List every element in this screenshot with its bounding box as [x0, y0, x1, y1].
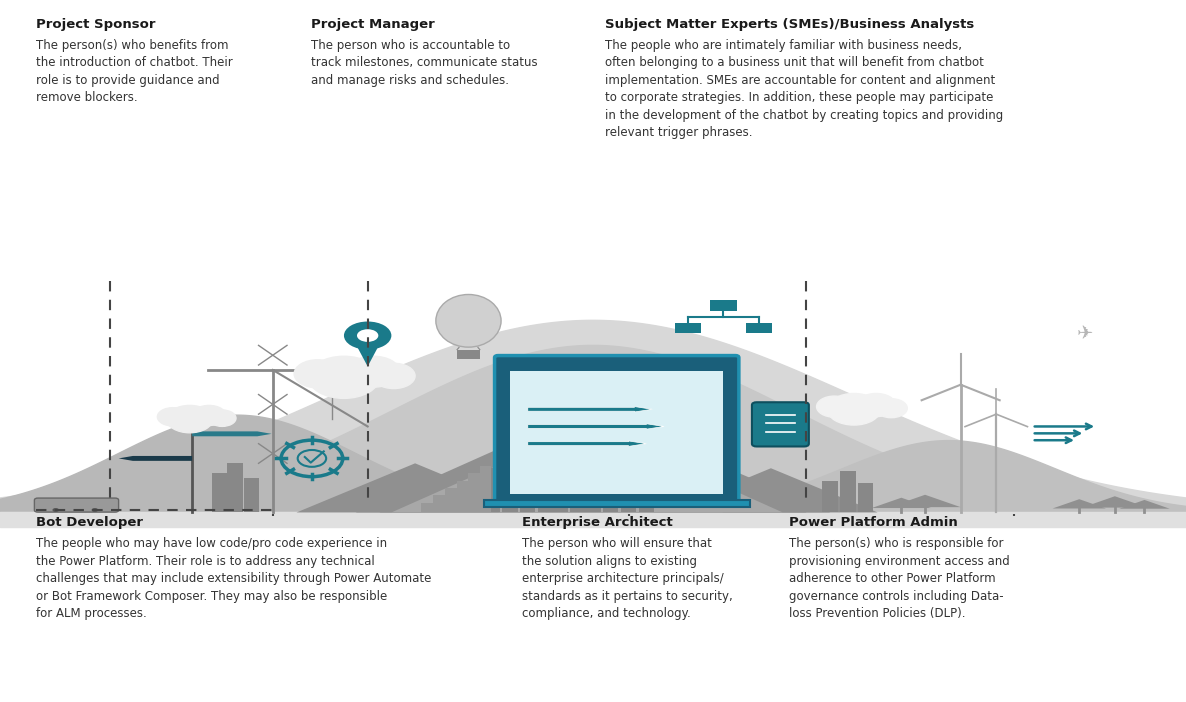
Circle shape [52, 508, 59, 512]
Text: The person who is accountable to
track milestones, communicate status
and manage: The person who is accountable to track m… [311, 39, 537, 86]
Bar [502, 453, 517, 512]
Bar [211, 473, 227, 512]
FancyBboxPatch shape [34, 498, 119, 512]
Bar [457, 350, 480, 359]
Circle shape [308, 356, 380, 398]
Text: The people who may have low code/pro code experience in
the Power Platform. Thei: The people who may have low code/pro cod… [36, 537, 431, 620]
Polygon shape [1082, 496, 1147, 508]
Polygon shape [498, 449, 783, 512]
Bar [433, 496, 448, 512]
Bar [244, 478, 259, 512]
Circle shape [357, 329, 378, 342]
Circle shape [344, 322, 391, 350]
Bar [621, 451, 637, 512]
Bar [675, 323, 701, 333]
Text: The people who are intimately familiar with business needs,
often belonging to a: The people who are intimately familiar w… [605, 39, 1003, 139]
Bar [710, 300, 737, 311]
Circle shape [209, 410, 236, 426]
Text: Subject Matter Experts (SMEs)/Business Analysts: Subject Matter Experts (SMEs)/Business A… [605, 18, 974, 31]
Polygon shape [380, 419, 806, 512]
Text: Power Platform Admin: Power Platform Admin [789, 516, 957, 529]
Bar [823, 480, 837, 512]
FancyArrow shape [528, 441, 646, 446]
Text: Project Manager: Project Manager [311, 18, 434, 31]
Circle shape [816, 396, 852, 417]
Circle shape [166, 405, 213, 432]
Text: The person who will ensure that
the solution aligns to existing
enterprise archi: The person who will ensure that the solu… [522, 537, 733, 620]
Circle shape [91, 508, 98, 512]
Polygon shape [546, 451, 830, 512]
Bar [537, 458, 553, 512]
Polygon shape [119, 456, 192, 461]
Polygon shape [192, 431, 272, 436]
Text: The person(s) who is responsible for
provisioning environment access and
adheren: The person(s) who is responsible for pro… [789, 537, 1009, 620]
FancyBboxPatch shape [752, 402, 809, 446]
Bar [638, 466, 655, 512]
FancyArrow shape [528, 424, 664, 429]
Text: Bot Developer: Bot Developer [36, 516, 142, 529]
Bar [510, 371, 723, 494]
Circle shape [347, 356, 400, 388]
Polygon shape [356, 444, 664, 512]
Polygon shape [664, 468, 878, 512]
Ellipse shape [436, 295, 500, 347]
Text: Enterprise Architect: Enterprise Architect [522, 516, 672, 529]
Polygon shape [890, 495, 961, 507]
Circle shape [372, 363, 415, 389]
Bar [551, 434, 567, 512]
Polygon shape [391, 439, 723, 512]
Bar [445, 488, 459, 512]
Circle shape [192, 406, 227, 425]
Bar [484, 500, 750, 507]
Text: Project Sponsor: Project Sponsor [36, 18, 155, 31]
Bar [585, 439, 600, 512]
Circle shape [158, 408, 189, 426]
Polygon shape [296, 463, 534, 512]
Polygon shape [872, 498, 931, 508]
Bar [746, 323, 772, 333]
Bar [840, 470, 856, 512]
Circle shape [856, 393, 895, 416]
Polygon shape [353, 340, 382, 366]
FancyArrow shape [528, 406, 652, 412]
Polygon shape [1120, 500, 1169, 509]
Bar [569, 449, 585, 512]
Bar [604, 458, 619, 512]
Bar [421, 503, 438, 512]
Bar [859, 483, 873, 512]
Text: ✈: ✈ [1077, 324, 1093, 343]
Bar [519, 444, 536, 512]
Bar [468, 473, 480, 512]
Bar [484, 468, 500, 512]
Bar [457, 480, 470, 512]
Bar [227, 463, 242, 512]
Circle shape [828, 393, 880, 425]
Circle shape [875, 399, 907, 418]
Bar [480, 466, 491, 512]
FancyBboxPatch shape [495, 355, 739, 503]
Polygon shape [1053, 499, 1105, 508]
Circle shape [294, 359, 342, 388]
Text: The person(s) who benefits from
the introduction of chatbot. Their
role is to pr: The person(s) who benefits from the intr… [36, 39, 232, 104]
